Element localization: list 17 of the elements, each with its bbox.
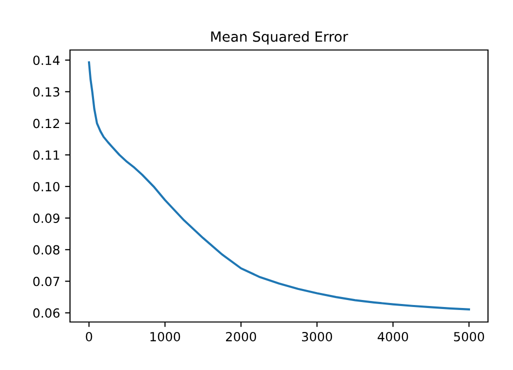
x-tick-label: 5000 [454, 332, 484, 342]
x-tick-label: 0 [86, 332, 92, 342]
y-tick-label: 0.12 [33, 118, 60, 128]
x-tick-label: 2000 [226, 332, 256, 342]
y-tick-label: 0.06 [33, 308, 60, 318]
y-tick-label: 0.13 [33, 87, 60, 97]
x-tick-label: 4000 [378, 332, 408, 342]
y-tick-label: 0.11 [33, 150, 60, 160]
y-tick-label: 0.14 [33, 56, 60, 66]
chart-title: Mean Squared Error [211, 31, 348, 45]
y-tick-label: 0.09 [33, 214, 60, 223]
y-tick-label: 0.07 [33, 276, 60, 286]
y-tick-label: 0.10 [33, 182, 60, 192]
line-series [88, 61, 470, 310]
x-tick-label: 3000 [302, 332, 332, 342]
y-tick-label: 0.08 [33, 245, 60, 255]
x-tick-label: 1000 [150, 332, 180, 342]
